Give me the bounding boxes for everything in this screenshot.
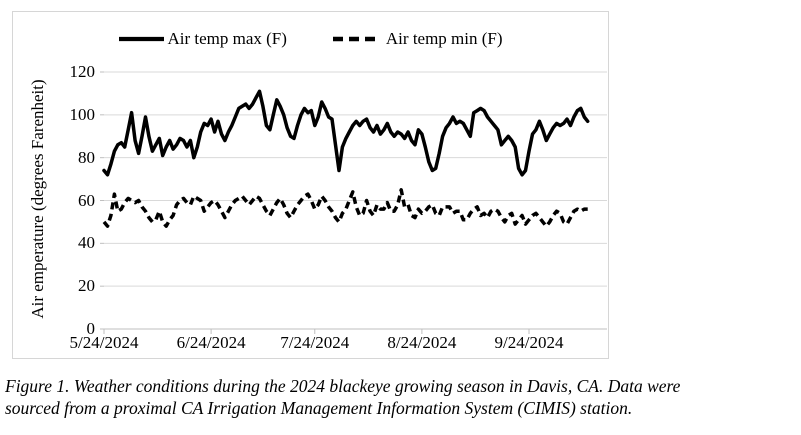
x-tick-label: 8/24/2024 — [387, 333, 457, 352]
series-min-line — [102, 188, 588, 228]
chart-legend: Air temp max (F) Air temp min (F) — [13, 27, 608, 51]
caption-line-2: sourced from a proximal CA Irrigation Ma… — [5, 398, 633, 419]
legend-item-min: Air temp min (F) — [332, 29, 503, 49]
y-tick-label: 0 — [86, 319, 96, 338]
y-tick-label: 120 — [69, 62, 96, 81]
legend-label-min: Air temp min (F) — [385, 29, 503, 48]
y-tick-label: 20 — [78, 276, 95, 296]
y-tick-label: 80 — [78, 147, 95, 167]
y-axis-title: Air emperature (degrees Farenheit) — [28, 79, 47, 319]
legend-item-max: Air temp max (F) — [118, 29, 287, 49]
legend-label-max: Air temp max (F) — [167, 29, 287, 48]
x-tick-label: 5/24/2024 — [69, 333, 139, 352]
dashed-line-sample-icon — [332, 36, 377, 42]
y-tick-label: 40 — [78, 233, 95, 253]
solid-line-sample-icon — [119, 36, 165, 42]
x-tick-label: 7/24/2024 — [280, 333, 350, 352]
x-tick-label: 9/24/2024 — [494, 333, 564, 352]
x-tick-label: 6/24/2024 — [176, 333, 246, 352]
plot-area — [100, 71, 607, 334]
caption-line-1: Figure 1. Weather conditions during the … — [5, 376, 681, 396]
chart-frame: Air temp max (F) Air temp min (F) 0 20 40 6… — [12, 11, 609, 359]
series-max-line — [102, 89, 590, 177]
y-tick-label: 60 — [78, 190, 95, 210]
y-tick-label: 100 — [69, 104, 96, 124]
figure-caption: Figure 1. Weather conditions during the … — [5, 375, 799, 420]
